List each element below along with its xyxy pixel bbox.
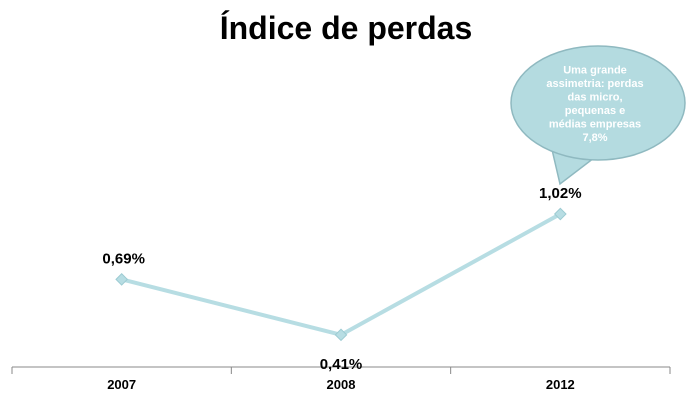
x-tick-label-2012: 2012: [546, 377, 575, 392]
callout-bubble: [510, 45, 686, 161]
callout-text-line: médias empresas: [549, 118, 641, 130]
callout-text-line: Uma grande: [563, 64, 627, 76]
callout-join: [547, 139, 595, 158]
x-tick-label-2008: 2008: [327, 377, 356, 392]
data-label-2007: 0,69%: [102, 250, 145, 267]
chart-title: Índice de perdas: [219, 10, 473, 46]
callout-text-line: 7,8%: [582, 132, 607, 144]
callout-text-line: assimetria: perdas: [546, 78, 643, 90]
x-tick-label-2007: 2007: [107, 377, 136, 392]
data-label-2008: 0,41%: [320, 356, 363, 373]
data-point-2012: [553, 207, 567, 221]
data-point-2007: [115, 273, 129, 286]
data-label-2012: 1,02%: [539, 185, 582, 202]
callout-text-line: das micro,: [567, 91, 622, 103]
callout-text-line: pequenas e: [565, 105, 626, 117]
data-point-2008: [334, 328, 348, 342]
series-line: [121, 212, 562, 337]
